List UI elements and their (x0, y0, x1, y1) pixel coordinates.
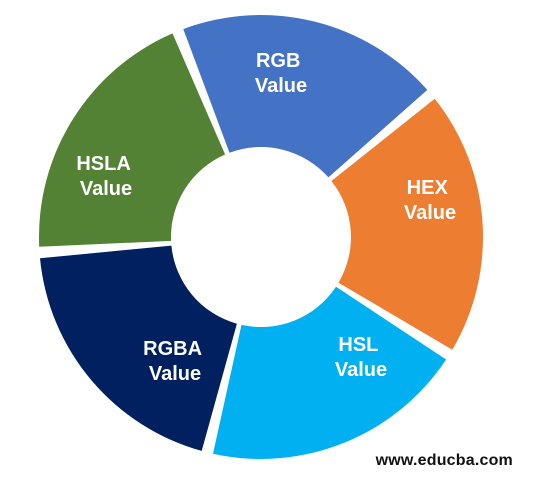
segment-label-hex: HEX Value (404, 177, 456, 224)
segment-label-rgb: RGB Value (255, 50, 307, 97)
ring-segment-hex (331, 98, 484, 350)
website-watermark: www.educba.com (375, 452, 513, 469)
ring-segment-rgba (40, 245, 237, 451)
segment-label-rgba: RGBA Value (143, 338, 207, 385)
ring-segments (38, 15, 484, 459)
ring-segment-hsl (213, 286, 447, 459)
ring-segment-hsla (38, 33, 226, 247)
ring-segment-rgb (183, 15, 428, 178)
ring-labels: RGB Value HEX Value HSL Value RGBA Value… (76, 50, 456, 385)
segment-label-hsla: HSLA Value (76, 153, 135, 200)
segment-label-hsl: HSL Value (335, 334, 387, 381)
